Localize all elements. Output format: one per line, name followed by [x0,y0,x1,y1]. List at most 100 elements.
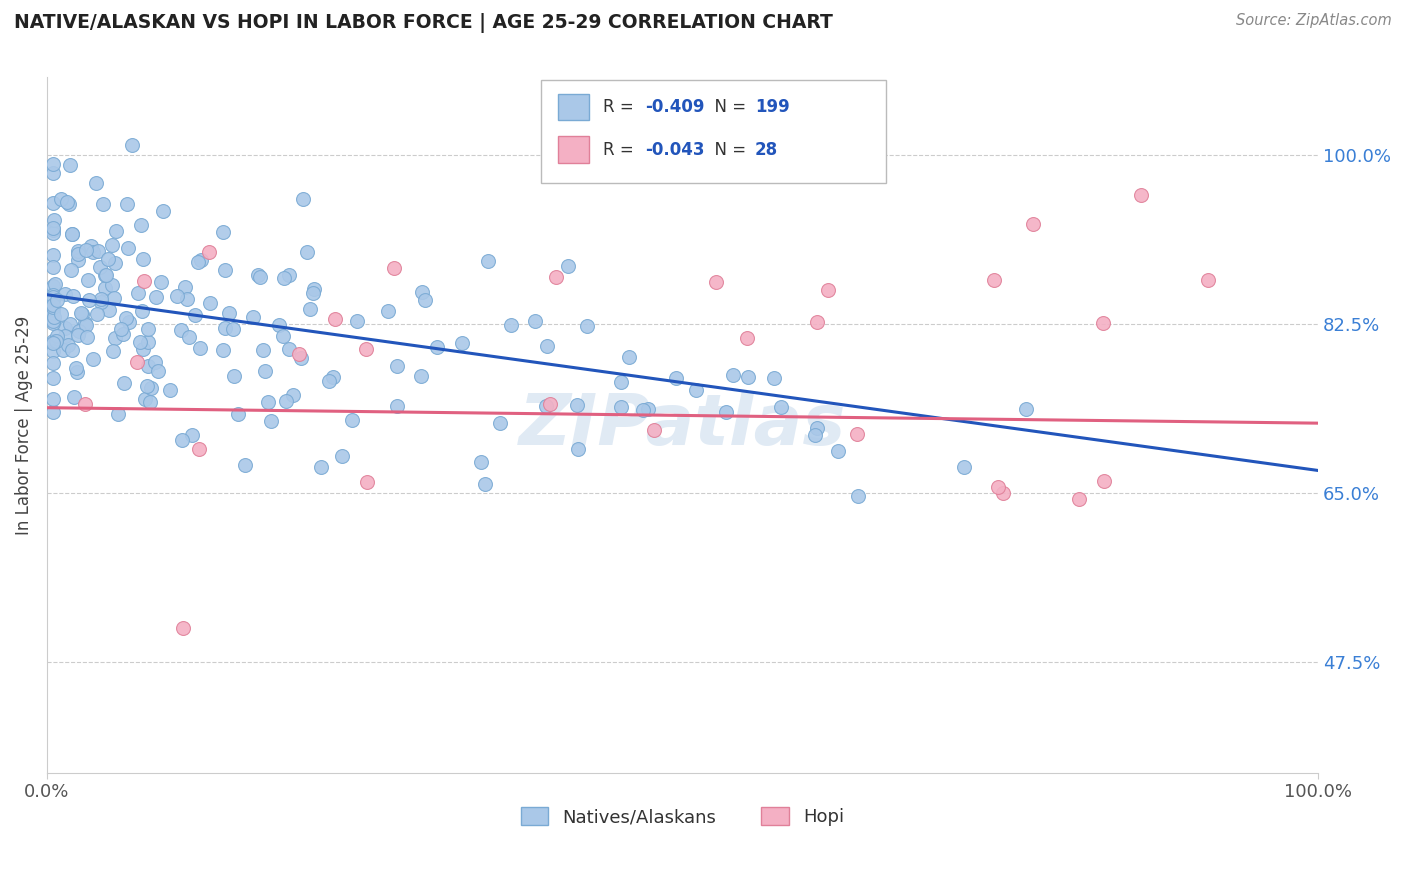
Point [297,244,319,259]
Point [188,341,211,355]
Point [73,397,96,411]
Point [42,305,65,319]
Point [218,306,240,320]
Point [134,392,156,406]
Point [637,401,659,416]
Point [56,195,79,210]
Point [523,314,546,328]
Point [617,350,640,364]
Point [387,399,409,413]
Text: -0.043: -0.043 [645,141,704,159]
Point [84,176,107,190]
Point [91,197,114,211]
Point [470,455,492,469]
Point [42,195,65,210]
Point [1091,316,1114,330]
Point [323,311,346,326]
Point [66,246,89,260]
Point [538,397,561,411]
Text: ZIPatlas: ZIPatlas [519,391,846,459]
Point [846,490,869,504]
Point [1092,474,1115,488]
Point [87,244,110,258]
Point [132,343,155,357]
Point [63,390,86,404]
Point [827,444,849,458]
Point [536,339,558,353]
Point [90,294,112,309]
Point [172,621,194,635]
Point [145,290,167,304]
Point [131,304,153,318]
Point [643,423,665,437]
Point [125,354,148,368]
Text: R =: R = [603,141,640,159]
Point [59,317,82,331]
Point [557,259,579,273]
Point [53,321,76,335]
Point [152,204,174,219]
Point [281,387,304,401]
Point [103,291,125,305]
Point [67,324,90,338]
Point [53,286,76,301]
Point [42,221,65,235]
Point [44,277,66,291]
Text: 28: 28 [755,141,778,159]
Point [183,308,205,322]
Point [174,280,197,294]
Point [356,475,378,490]
Point [177,330,200,344]
Point [267,318,290,332]
Point [60,227,83,242]
Point [534,399,557,413]
Point [101,277,124,292]
Point [190,252,212,267]
Point [273,270,295,285]
Point [45,334,67,349]
Point [75,317,97,331]
Point [75,243,97,257]
Point [226,407,249,421]
Point [72,307,94,321]
Point [58,157,80,171]
Point [139,382,162,396]
Legend: Natives/Alaskans, Hopi: Natives/Alaskans, Hopi [513,799,852,833]
Point [65,360,87,375]
Point [77,293,100,307]
Point [112,327,135,342]
Point [131,252,153,266]
Point [42,314,65,328]
Point [290,351,312,366]
Point [150,275,173,289]
Point [107,407,129,421]
Point [89,260,111,275]
Point [214,320,236,334]
Point [631,403,654,417]
Point [271,329,294,343]
Point [170,323,193,337]
Point [170,433,193,447]
Point [42,260,65,275]
Point [42,297,65,311]
Point [735,331,758,345]
Point [340,413,363,427]
Point [474,476,496,491]
Point [322,370,344,384]
Point [187,442,209,457]
Point [804,428,827,442]
Point [93,268,115,283]
Point [287,347,309,361]
Point [42,278,65,293]
Point [356,342,378,356]
Point [42,392,65,406]
Point [51,192,73,206]
Point [214,263,236,277]
Point [129,334,152,349]
Point [311,459,333,474]
Point [104,255,127,269]
Point [610,400,633,414]
Point [42,222,65,236]
Point [129,218,152,232]
Point [104,331,127,345]
